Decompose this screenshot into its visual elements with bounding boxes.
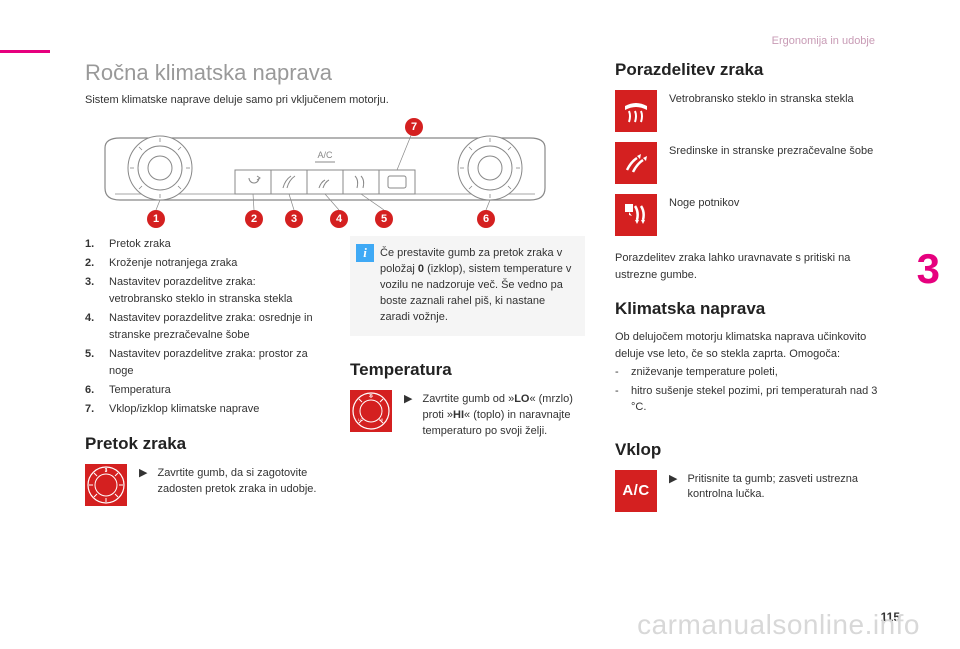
list-item: 5.Nastavitev porazdelitve zraka: prostor… xyxy=(85,346,320,380)
info-box: i Če prestavite gumb za pretok zraka v p… xyxy=(350,236,585,336)
inner-right-column: i Če prestavite gumb za pretok zraka v p… xyxy=(350,236,585,516)
info-text: Če prestavite gumb za pretok zraka v pol… xyxy=(380,247,571,323)
arrow-icon: ▶ xyxy=(404,392,412,440)
temperatura-title: Temperatura xyxy=(350,360,585,380)
dist-text: Vetrobransko steklo in stranska stekla xyxy=(669,90,854,108)
accent-bar xyxy=(0,50,50,53)
vklop-text: ▶ Pritisnite ta gumb; zasveti ustrezna k… xyxy=(669,470,895,504)
porazdelitev-title: Porazdelitev zraka xyxy=(615,60,895,80)
bullet-list: -zniževanje temperature poleti, -hitro s… xyxy=(615,364,895,416)
temperature-dial-icon: LO HI 21 xyxy=(350,390,392,432)
dist-row-feet: Noge potnikov xyxy=(615,194,895,236)
klimatska-intro: Ob delujočem motorju klimatska naprava u… xyxy=(615,329,895,362)
klimatska-title: Klimatska naprava xyxy=(615,299,895,319)
list-item: 3.Nastavitev porazdelitve zraka: vetrobr… xyxy=(85,274,320,308)
temperatura-text: ▶ Zavrtite gumb od »LO« (mrzlo) proti »H… xyxy=(404,390,585,440)
arrow-icon: ▶ xyxy=(669,472,677,504)
info-icon: i xyxy=(356,244,374,262)
vents-icon xyxy=(615,142,657,184)
list-item: 2.Kroženje notranjega zraka xyxy=(85,255,320,272)
right-column: Porazdelitev zraka Vetrobransko steklo i… xyxy=(615,60,895,522)
svg-text:3: 3 xyxy=(105,468,108,474)
bullet-item: -zniževanje temperature poleti, xyxy=(615,364,895,381)
section-header: Ergonomija in udobje xyxy=(772,35,875,47)
pretok-row: 3 ▶ Zavrtite gumb, da si zagotovite zado… xyxy=(85,464,320,506)
bullet-item: -hitro sušenje stekel pozimi, pri temper… xyxy=(615,383,895,416)
watermark: carmanualsonline.info xyxy=(637,609,920,641)
inner-left-column: 1.Pretok zraka 2.Kroženje notranjega zra… xyxy=(85,236,320,516)
list-item: 6.Temperatura xyxy=(85,382,320,399)
porazdelitev-footer: Porazdelitev zraka lahko uravnavate s pr… xyxy=(615,250,895,283)
inner-columns: 1.Pretok zraka 2.Kroženje notranjega zra… xyxy=(85,236,585,516)
vklop-row: A/C ▶ Pritisnite ta gumb; zasveti ustrez… xyxy=(615,470,895,512)
chapter-number: 3 xyxy=(917,245,940,293)
left-column: Ročna klimatska naprava Sistem klimatske… xyxy=(85,60,585,516)
list-item: 1.Pretok zraka xyxy=(85,236,320,253)
list-item: 7.Vklop/izklop klimatske naprave xyxy=(85,401,320,418)
dist-row-windshield: Vetrobransko steklo in stranska stekla xyxy=(615,90,895,132)
subtitle: Sistem klimatske naprave deluje samo pri… xyxy=(85,94,585,106)
dist-text: Sredinske in stranske prezračevalne šobe xyxy=(669,142,873,160)
callout-2: 2 xyxy=(245,210,263,228)
airflow-dial-icon: 3 xyxy=(85,464,127,506)
windshield-icon xyxy=(615,90,657,132)
callout-1: 1 xyxy=(147,210,165,228)
page-content: Ročna klimatska naprava Sistem klimatske… xyxy=(85,60,900,599)
callout-7: 7 xyxy=(405,118,423,136)
svg-text:HI: HI xyxy=(379,417,383,422)
pretok-title: Pretok zraka xyxy=(85,434,320,454)
dist-text: Noge potnikov xyxy=(669,194,739,212)
temperatura-row: LO HI 21 ▶ Zavrtite gumb od »LO« (mrzlo)… xyxy=(350,390,585,440)
svg-text:LO: LO xyxy=(358,417,363,422)
callout-3: 3 xyxy=(285,210,303,228)
callout-4: 4 xyxy=(330,210,348,228)
callout-6: 6 xyxy=(477,210,495,228)
ac-icon: A/C xyxy=(615,470,657,512)
arrow-icon: ▶ xyxy=(139,466,147,498)
dist-row-vents: Sredinske in stranske prezračevalne šobe xyxy=(615,142,895,184)
callout-5: 5 xyxy=(375,210,393,228)
svg-text:21: 21 xyxy=(369,393,374,398)
list-item: 4.Nastavitev porazdelitve zraka: osrednj… xyxy=(85,310,320,344)
vklop-title: Vklop xyxy=(615,440,895,460)
pretok-text: ▶ Zavrtite gumb, da si zagotovite zadost… xyxy=(139,464,320,498)
feet-icon xyxy=(615,194,657,236)
control-panel-diagram: A/C 1 2 3 4 5 6 7 xyxy=(85,118,565,228)
main-title: Ročna klimatska naprava xyxy=(85,60,585,86)
numbered-list: 1.Pretok zraka 2.Kroženje notranjega zra… xyxy=(85,236,320,418)
svg-text:A/C: A/C xyxy=(317,150,333,160)
